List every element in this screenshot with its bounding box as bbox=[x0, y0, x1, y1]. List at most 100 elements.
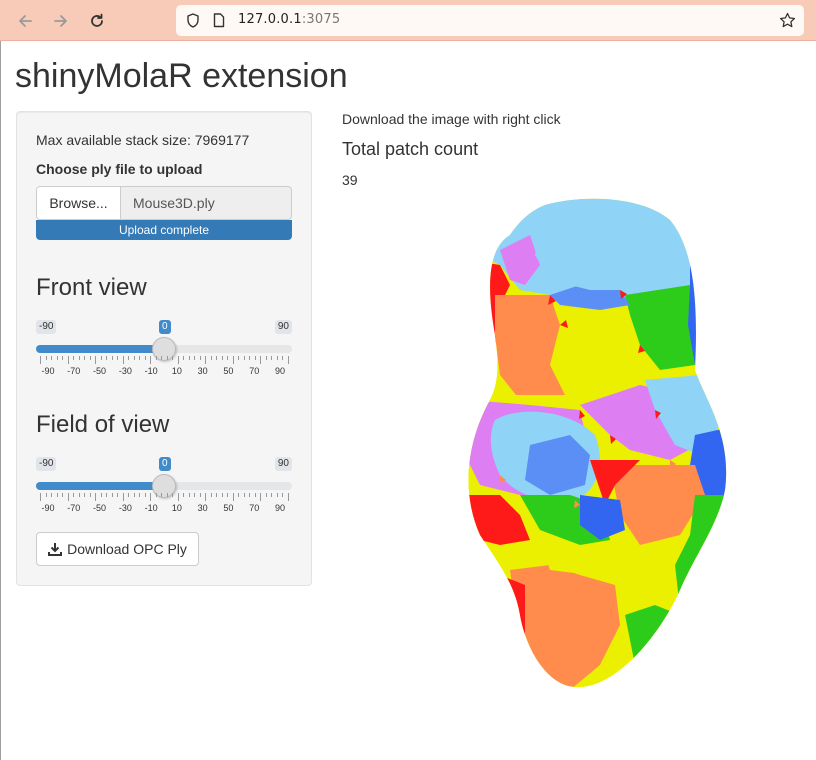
slider-value-label: 0 bbox=[159, 320, 171, 334]
slider-tick-label: -30 bbox=[118, 503, 132, 513]
download-opc-button[interactable]: Download OPC Ply bbox=[36, 532, 199, 566]
browse-button[interactable]: Browse... bbox=[37, 187, 121, 219]
slider-tick-label: 30 bbox=[197, 366, 208, 376]
opc-3d-render[interactable] bbox=[440, 195, 740, 695]
slider-tick bbox=[260, 356, 262, 364]
slider-tick bbox=[95, 493, 97, 501]
slider-tick bbox=[122, 493, 124, 501]
slider-fill bbox=[36, 482, 164, 490]
slider-tick bbox=[227, 356, 229, 360]
slider-tick bbox=[166, 356, 168, 360]
slider-tick bbox=[166, 493, 168, 497]
slider-tick bbox=[51, 493, 53, 497]
slider-tick bbox=[183, 356, 185, 360]
slider-tick bbox=[117, 356, 119, 360]
browser-toolbar: 127.0.0.1:3075 bbox=[0, 0, 816, 41]
slider-fill bbox=[36, 345, 164, 353]
slider-tick bbox=[73, 493, 75, 497]
slider-tick-label: 30 bbox=[197, 503, 208, 513]
slider-tick-label: 10 bbox=[171, 366, 182, 376]
forward-button[interactable] bbox=[48, 8, 74, 34]
patch-count-title: Total patch count bbox=[342, 139, 479, 159]
slider-tick bbox=[232, 356, 234, 364]
file-input[interactable]: Browse... Mouse3D.ply bbox=[36, 186, 292, 220]
slider-tick bbox=[133, 356, 135, 360]
slider-tick bbox=[111, 493, 113, 497]
bookmark-star-icon[interactable] bbox=[779, 12, 796, 29]
slider-tick bbox=[172, 493, 174, 497]
slider-tick-label: 10 bbox=[171, 503, 182, 513]
slider-tick bbox=[188, 493, 190, 497]
file-input-label: Choose ply file to upload bbox=[36, 161, 203, 177]
slider-tick bbox=[183, 493, 185, 497]
slider-tick-label: -90 bbox=[41, 366, 55, 376]
slider-tick bbox=[161, 356, 163, 360]
url-text: 127.0.0.1:3075 bbox=[238, 12, 340, 27]
slider-tick bbox=[199, 356, 201, 360]
slider-tick bbox=[172, 356, 174, 360]
slider-tick-label: -50 bbox=[93, 366, 107, 376]
url-bar[interactable]: 127.0.0.1:3075 bbox=[176, 5, 804, 36]
slider-tick bbox=[265, 356, 267, 360]
slider-tick bbox=[150, 493, 152, 501]
slider-tick bbox=[128, 356, 130, 360]
shield-icon bbox=[187, 13, 199, 28]
slider-tick bbox=[111, 356, 113, 360]
slider-tick bbox=[67, 356, 69, 364]
file-name-field: Mouse3D.ply bbox=[133, 195, 215, 211]
slider-tick bbox=[45, 493, 47, 497]
slider-track[interactable] bbox=[36, 337, 292, 361]
slider-tick bbox=[56, 356, 58, 360]
upload-progress: Upload complete bbox=[36, 220, 292, 240]
url-host: 127.0.0.1 bbox=[238, 12, 302, 27]
slider-tick bbox=[249, 356, 251, 360]
slider-tick bbox=[106, 356, 108, 360]
slider-tick bbox=[221, 493, 223, 497]
slider-ticks bbox=[36, 356, 292, 364]
slider-tick bbox=[194, 493, 196, 497]
url-port: :3075 bbox=[301, 12, 341, 27]
slider-tick bbox=[232, 493, 234, 501]
slider-tick-label: -70 bbox=[67, 366, 81, 376]
slider-tick bbox=[243, 493, 245, 497]
slider-tick-label: 90 bbox=[274, 366, 286, 376]
slider-tick bbox=[210, 493, 212, 497]
slider-tick bbox=[271, 493, 273, 497]
slider-value-label: 0 bbox=[159, 457, 171, 471]
slider-tick bbox=[221, 356, 223, 360]
slider-tick bbox=[216, 493, 218, 497]
back-button[interactable] bbox=[12, 8, 38, 34]
slider-tick bbox=[122, 356, 124, 364]
slider-tick bbox=[40, 356, 41, 364]
slider-tick bbox=[139, 356, 141, 360]
slider-tick bbox=[276, 493, 278, 497]
slider-tick bbox=[106, 493, 108, 497]
patch-count-value: 39 bbox=[342, 172, 358, 188]
slider-tick bbox=[89, 356, 91, 360]
slider-ticks bbox=[36, 493, 292, 501]
upload-progress-bar: Upload complete bbox=[36, 220, 292, 240]
slider-track[interactable] bbox=[36, 474, 292, 498]
slider-tick bbox=[260, 493, 262, 501]
reload-button[interactable] bbox=[84, 8, 110, 34]
slider-tick bbox=[210, 356, 212, 360]
slider-tick-labels: -90 -70 -50 -30 -10 10 30 50 70 90 bbox=[36, 366, 292, 378]
slider-tick bbox=[288, 493, 289, 501]
slider-tick bbox=[194, 356, 196, 360]
forward-arrow-icon bbox=[54, 15, 67, 27]
slider-tick-label: -10 bbox=[144, 503, 158, 513]
slider-tick bbox=[249, 493, 251, 497]
slider-tick bbox=[177, 356, 179, 364]
download-label: Download OPC Ply bbox=[67, 541, 187, 557]
slider-tick bbox=[62, 493, 64, 497]
slider-tick bbox=[78, 493, 80, 497]
download-hint: Download the image with right click bbox=[342, 111, 561, 127]
field-of-view-slider[interactable]: -90 0 90 -90 -70 -50 -30 -10 10 30 50 70 90 bbox=[36, 457, 292, 517]
front-view-slider[interactable]: -90 0 90 -90 -70 -50 -30 -10 10 30 50 70 90 bbox=[36, 320, 292, 380]
reload-icon bbox=[91, 13, 103, 27]
slider-tick bbox=[133, 493, 135, 497]
slider-tick bbox=[67, 493, 69, 501]
page-icon bbox=[213, 13, 225, 28]
slider-tick bbox=[254, 493, 256, 497]
slider-tick bbox=[188, 356, 190, 360]
